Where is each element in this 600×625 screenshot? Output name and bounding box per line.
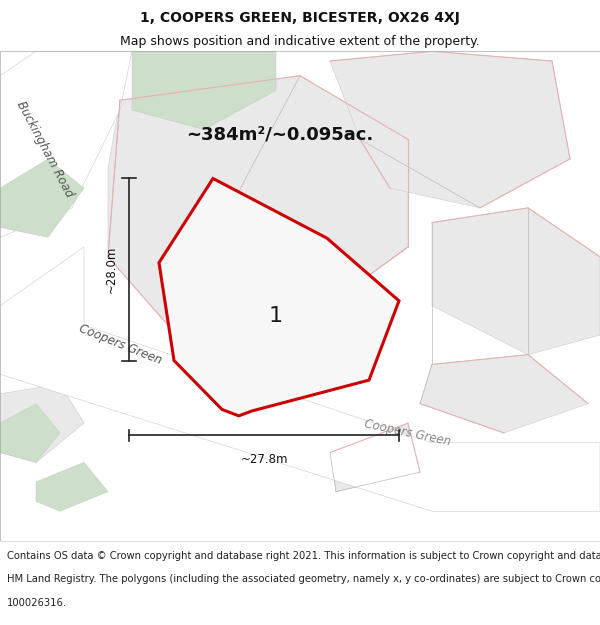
Polygon shape <box>159 179 399 416</box>
Text: Contains OS data © Crown copyright and database right 2021. This information is : Contains OS data © Crown copyright and d… <box>7 551 600 561</box>
Polygon shape <box>420 354 588 433</box>
Polygon shape <box>330 423 420 492</box>
Text: 1: 1 <box>269 306 283 326</box>
Polygon shape <box>108 76 408 325</box>
Text: Map shows position and indicative extent of the property.: Map shows position and indicative extent… <box>120 35 480 48</box>
Polygon shape <box>0 51 132 238</box>
Polygon shape <box>132 51 276 129</box>
Text: ~384m²/~0.095ac.: ~384m²/~0.095ac. <box>186 126 373 144</box>
Polygon shape <box>330 51 570 208</box>
Text: ~28.0m: ~28.0m <box>105 246 118 293</box>
Polygon shape <box>432 208 600 354</box>
Text: Coopers Green: Coopers Green <box>364 418 452 449</box>
Polygon shape <box>0 247 600 511</box>
Text: 1, COOPERS GREEN, BICESTER, OX26 4XJ: 1, COOPERS GREEN, BICESTER, OX26 4XJ <box>140 11 460 25</box>
Text: ~27.8m: ~27.8m <box>240 452 288 466</box>
Text: Buckingham Road: Buckingham Road <box>14 99 76 199</box>
Text: Coopers Green: Coopers Green <box>77 322 163 368</box>
Polygon shape <box>0 404 60 462</box>
Text: HM Land Registry. The polygons (including the associated geometry, namely x, y c: HM Land Registry. The polygons (includin… <box>7 574 600 584</box>
Text: 100026316.: 100026316. <box>7 598 67 608</box>
Polygon shape <box>0 384 84 462</box>
Polygon shape <box>36 462 108 511</box>
Polygon shape <box>0 159 84 238</box>
